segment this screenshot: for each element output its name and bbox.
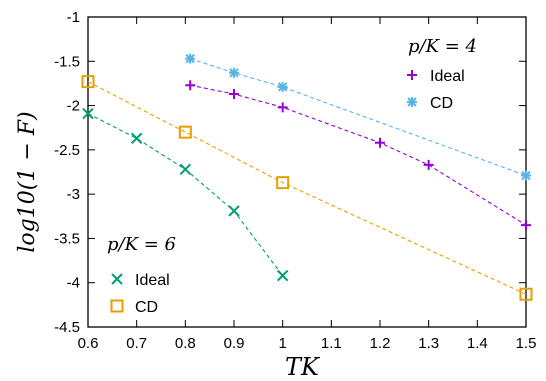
marker-square: [519, 287, 533, 301]
marker-plus: [407, 70, 417, 80]
marker-x: [228, 205, 240, 217]
y-tick-label: -1: [67, 9, 80, 26]
y-tick-label: -4: [67, 275, 80, 292]
legend-marker: [407, 70, 417, 80]
marker-plus: [229, 89, 239, 100]
data-point: [185, 53, 196, 64]
marker-plus: [423, 159, 434, 170]
legend-marker: [407, 97, 417, 107]
legend-title: p/K = 6: [107, 234, 176, 255]
data-point: [82, 107, 94, 120]
marker-square: [178, 125, 192, 139]
y-tick-label: -2: [67, 98, 80, 115]
data-point: [521, 220, 531, 231]
legend-title: p/K = 4: [408, 36, 477, 57]
data-point: [179, 163, 192, 176]
x-tick-label: 0.6: [78, 335, 99, 352]
legend-label: CD: [430, 95, 453, 112]
data-point: [277, 81, 288, 92]
marker-star: [185, 53, 196, 64]
x-tick-label: 1: [278, 335, 286, 352]
series-0: [185, 80, 531, 231]
y-tick-label: -1.5: [54, 53, 80, 70]
series-1: [185, 53, 531, 181]
marker-x: [179, 163, 192, 176]
data-point: [375, 137, 385, 148]
x-tick-label: 1.5: [516, 335, 537, 352]
legend-label: CD: [135, 299, 158, 316]
data-point: [276, 176, 290, 190]
marker-star: [229, 67, 239, 78]
marker-x: [111, 273, 123, 285]
x-axis-label: TK: [285, 353, 321, 381]
series-2: [82, 107, 289, 282]
marker-square: [81, 75, 95, 89]
data-point: [229, 89, 239, 100]
legend-layer: p/K = 4 Ideal CD p/K = 6 Ideal CD: [107, 36, 477, 316]
data-point: [277, 102, 288, 113]
marker-plus: [521, 220, 531, 231]
marker-star: [407, 97, 417, 107]
marker-square: [276, 176, 290, 190]
marker-x: [130, 132, 143, 145]
marker-x: [82, 107, 94, 120]
series-line: [190, 84, 527, 226]
marker-star: [521, 170, 531, 181]
data-point: [178, 125, 192, 139]
data-point: [229, 67, 239, 78]
y-axis-label: log10(1 − F): [15, 111, 40, 252]
series-3: [81, 75, 533, 301]
data-point: [81, 75, 95, 89]
data-point: [519, 287, 533, 301]
x-tick-label: 0.7: [126, 335, 147, 352]
y-tick-label: -3: [67, 186, 80, 203]
y-tick-label: -4.5: [54, 319, 80, 336]
series-line: [190, 58, 527, 177]
data-point: [228, 205, 240, 217]
marker-plus: [375, 137, 385, 148]
x-tick-label: 1.3: [418, 335, 439, 352]
axis-ticks: 0.6 0.7 0.8 0.9 1 1.1 1.2 1.3 1.4 1.5 -1 -1.5 -2 -2.5…: [54, 9, 536, 352]
data-point: [185, 80, 196, 91]
legend-1: p/K = 6 Ideal CD: [107, 234, 176, 316]
legend-label: Ideal: [430, 68, 465, 85]
series-line: [87, 81, 527, 295]
data-point: [130, 132, 143, 145]
legend-label: Ideal: [135, 272, 170, 289]
marker-plus: [185, 80, 196, 91]
y-tick-label: -2.5: [54, 142, 80, 159]
x-tick-label: 1.2: [370, 335, 391, 352]
x-tick-label: 0.8: [175, 335, 196, 352]
legend-marker: [111, 273, 123, 285]
y-tick-label: -3.5: [54, 230, 80, 247]
axis-labels: TK log10(1 − F): [15, 111, 321, 381]
marker-star: [277, 81, 288, 92]
marker-x: [276, 269, 289, 282]
legend-marker: [110, 299, 124, 313]
data-point: [521, 170, 531, 181]
data-point: [423, 159, 434, 170]
series-layer: [81, 53, 533, 301]
legend-0: p/K = 4 Ideal CD: [407, 36, 477, 112]
x-tick-label: 1.1: [321, 335, 342, 352]
marker-plus: [277, 102, 288, 113]
data-point: [276, 269, 289, 282]
x-tick-label: 1.4: [467, 335, 488, 352]
marker-square: [110, 299, 124, 313]
x-tick-label: 0.9: [224, 335, 245, 352]
